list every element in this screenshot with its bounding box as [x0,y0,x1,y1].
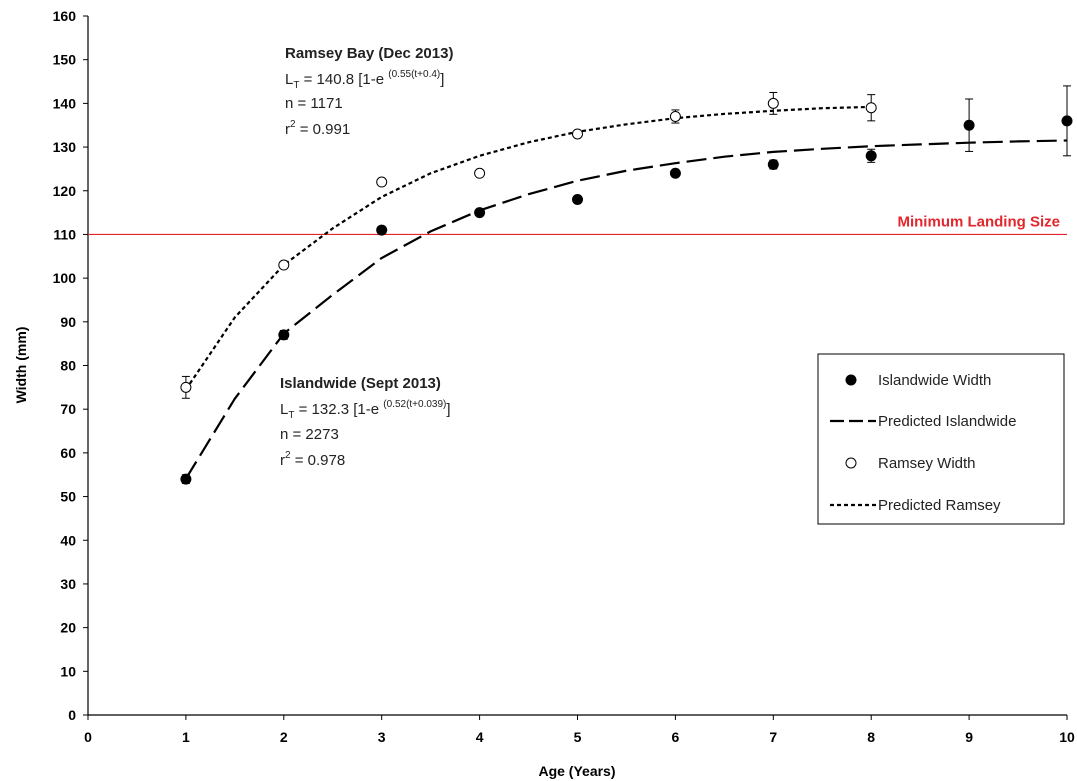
islandwide-annotation: Islandwide (Sept 2013) LT = 132.3 [1-e (… [280,375,451,469]
ramsey-eq-main: = 140.8 [1-e [299,71,388,88]
y-tick-label: 90 [60,314,76,330]
data-point [572,193,583,205]
series-layer [180,85,1073,485]
x-tick-label: 10 [1059,729,1075,745]
legend-ramsey-width-label: Ramsey Width [878,455,976,472]
islandwide-r-prefix: r [280,452,285,469]
y-ticks: 0 10 20 30 40 50 60 70 80 90 100 110 120 130 140 150 160 [53,8,88,723]
x-tick-label: 9 [965,729,973,745]
data-point [865,150,877,162]
y-tick-label: 50 [60,489,76,505]
legend-box [817,353,1065,525]
y-tick-label: 160 [53,8,77,24]
predicted-ramsey-curve [184,105,872,391]
x-tick-label: 7 [769,729,777,745]
ramsey-r-sup: 2 [290,119,296,130]
x-tick-label: 2 [280,729,288,745]
legend-islandwide-width-label: Islandwide Width [878,372,991,389]
y-tick-label: 40 [60,532,76,548]
x-tick-label: 0 [84,729,92,745]
islandwide-eq-sup: (0.52(t+0.039) [383,399,446,410]
legend: Islandwide Width Predicted Islandwide Ra… [817,353,1065,525]
data-point [1061,115,1073,127]
legend-predicted-islandwide-label: Predicted Islandwide [878,413,1016,430]
islandwide-width-series [180,85,1073,485]
x-tick-label: 5 [574,729,582,745]
data-point [865,102,877,114]
x-tick-label: 1 [182,729,190,745]
y-tick-label: 120 [53,183,77,199]
minimum-landing-size-label: Minimum Landing Size [897,213,1060,230]
legend-ramsey-width-marker [845,457,857,469]
ramsey-width-series [180,91,877,399]
y-tick-label: 140 [53,95,77,111]
data-point [180,381,192,393]
data-point [278,329,290,341]
data-point [180,473,192,485]
y-axis-title: Width (mm) [13,327,29,404]
y-tick-label: 30 [60,576,76,592]
ramsey-annotation: Ramsey Bay (Dec 2013) LT = 140.8 [1-e (0… [285,45,453,138]
x-tick-label: 3 [378,729,386,745]
y-tick-label: 150 [53,52,77,68]
x-ticks: 0 1 2 3 4 5 6 7 8 9 10 [84,715,1075,745]
data-point [572,128,583,140]
islandwide-r-value: = 0.978 [291,452,346,469]
data-point [963,119,975,131]
islandwide-eq-close: ] [446,401,450,418]
x-axis-title: Age (Years) [538,763,615,779]
data-point [278,259,290,271]
islandwide-annotation-title: Islandwide (Sept 2013) [280,375,441,392]
data-point [767,159,779,171]
data-point [767,97,779,109]
data-point [376,224,388,236]
x-tick-label: 4 [476,729,484,745]
legend-predicted-ramsey-label: Predicted Ramsey [878,497,1001,514]
minimum-landing-size: Minimum Landing Size [88,213,1067,236]
y-tick-label: 80 [60,358,76,374]
ramsey-r2: r2 = 0.991 [285,119,350,138]
ramsey-annotation-title: Ramsey Bay (Dec 2013) [285,45,453,62]
ramsey-eq-sub: T [293,80,299,91]
ramsey-n: n = 1171 [285,95,343,112]
y-tick-label: 70 [60,401,76,417]
ramsey-eq-close: ] [440,71,444,88]
y-tick-label: 130 [53,139,77,155]
ramsey-r-prefix: r [285,121,290,138]
data-point [474,167,486,179]
islandwide-n: n = 2273 [280,426,339,443]
islandwide-eq-prefix: L [280,401,288,418]
x-tick-label: 6 [672,729,680,745]
y-tick-label: 100 [53,270,77,286]
islandwide-r-sup: 2 [285,450,291,461]
data-point [474,207,486,219]
y-tick-label: 110 [53,226,76,242]
islandwide-r2: r2 = 0.978 [280,450,345,469]
predicted-islandwide-curve [184,139,1068,480]
x-tick-label: 8 [867,729,875,745]
islandwide-equation: LT = 132.3 [1-e (0.52(t+0.039)] [280,399,451,421]
ramsey-eq-prefix: L [285,71,293,88]
islandwide-eq-sub: T [288,410,294,421]
ramsey-equation: LT = 140.8 [1-e (0.55(t+0.4)] [285,69,444,91]
legend-islandwide-width-marker [845,374,857,386]
ramsey-r-value: = 0.991 [296,121,351,138]
y-tick-label: 0 [68,707,76,723]
y-tick-label: 20 [60,620,76,636]
data-point [669,167,681,179]
data-point [669,110,681,122]
ramsey-eq-sup: (0.55(t+0.4) [388,69,440,80]
data-point [376,176,388,188]
y-tick-label: 10 [60,663,76,679]
y-tick-label: 60 [60,445,76,461]
islandwide-eq-main: = 132.3 [1-e [294,401,383,418]
